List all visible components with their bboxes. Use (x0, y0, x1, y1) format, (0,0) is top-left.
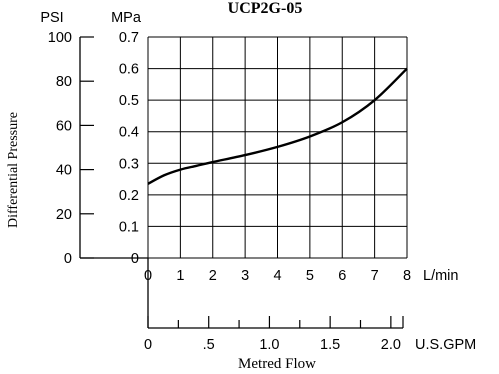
plot-grid (147, 36, 408, 259)
mpa-tick-label: 0.3 (119, 156, 139, 172)
chart-title: UCP2G-05 (228, 0, 303, 17)
psi-tick-label: 0 (64, 251, 72, 267)
lmin-tick-label: 0 (144, 268, 152, 284)
psi-unit-label: PSI (40, 10, 63, 26)
mpa-unit-label: MPa (111, 10, 142, 26)
lmin-tick-label: 1 (176, 268, 184, 284)
gpm-unit-label: U.S.GPM (415, 337, 476, 353)
lmin-tick-label: 6 (338, 268, 346, 284)
psi-tick-label: 60 (56, 118, 72, 134)
psi-tick-label: 100 (48, 30, 72, 46)
mpa-tick-label: 0.5 (119, 93, 139, 109)
gpm-tick-label: 2.0 (381, 337, 401, 353)
psi-tick-label: 20 (56, 207, 72, 223)
mpa-tick-label: 0 (131, 251, 139, 267)
psi-tick-label: 80 (56, 74, 72, 90)
lmin-unit-label: L/min (423, 268, 458, 284)
psi-tick-label: 40 (56, 163, 72, 179)
mpa-tick-label: 0.6 (119, 62, 139, 78)
x-axis-label: Metred Flow (238, 356, 316, 372)
mpa-tick-label: 0.7 (119, 30, 139, 46)
mpa-tick-label: 0.4 (119, 125, 139, 141)
y-axis-label: Differential Pressure (6, 112, 21, 228)
lmin-tick-label: 7 (371, 268, 379, 284)
gpm-tick-label: 1.5 (320, 337, 340, 353)
lmin-tick-label: 3 (241, 268, 249, 284)
gpm-tick-label: 0 (144, 337, 152, 353)
lmin-tick-label: 4 (273, 268, 281, 284)
chart-axes (79, 36, 404, 329)
mpa-tick-label: 0.1 (119, 219, 139, 235)
gpm-tick-label: 1.0 (259, 337, 279, 353)
lmin-tick-label: 8 (403, 268, 411, 284)
lmin-tick-label: 5 (306, 268, 314, 284)
mpa-tick-label: 0.2 (119, 188, 139, 204)
lmin-tick-label: 2 (209, 268, 217, 284)
pressure-curve (147, 67, 408, 185)
gpm-tick-label: .5 (203, 337, 215, 353)
